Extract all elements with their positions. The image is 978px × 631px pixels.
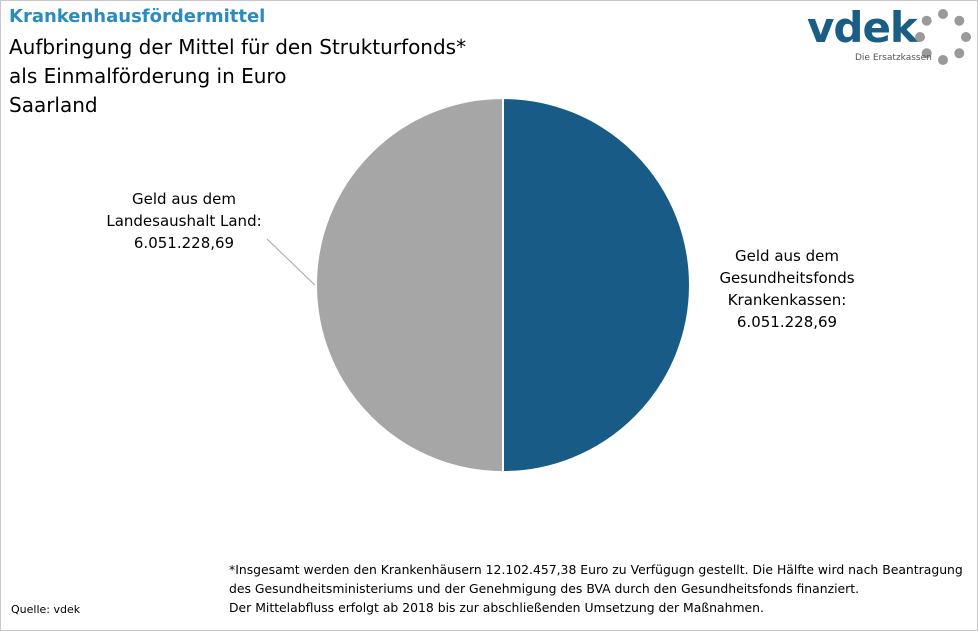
slice-value-label: 6.051.228,69 [736, 313, 838, 331]
ring-of-dots-icon [915, 9, 971, 65]
slice-label-gesundheitsfonds: Geld aus dem Gesundheitsfonds Krankenkas… [692, 245, 882, 333]
slice-label-line: Gesundheitsfonds [719, 269, 855, 287]
footnote-line: *Insgesamt werden den Krankenhäusern 12.… [229, 562, 963, 577]
slice-label-line: Geld aus dem [735, 247, 839, 265]
title-line-2: als Einmalförderung in Euro [9, 64, 287, 88]
footnote-line: Der Mittelabfluss erfolgt ab 2018 bis zu… [229, 600, 764, 615]
slice-value-label: 6.051.228,69 [133, 234, 235, 252]
slice-label-line: Landesaushalt Land: [106, 212, 262, 230]
slice-label-line: Geld aus dem [132, 190, 236, 208]
footnote: *Insgesamt werden den Krankenhäusern 12.… [229, 560, 963, 617]
leader-line-landeshaushalt [266, 238, 320, 290]
logo-tagline: Die Ersatzkassen [855, 53, 932, 63]
vdek-logo: vdek Die Ersatzkassen [807, 3, 971, 69]
source-note: Quelle: vdek [11, 603, 81, 616]
pie-slice-landeshaushalt [315, 96, 504, 474]
pie-slice-gesundheitsfonds [502, 96, 691, 474]
title-line-3: Saarland [9, 93, 98, 117]
footnote-line: des Gesundheitsministeriums und der Gene… [229, 581, 860, 596]
title-line-1: Aufbringung der Mittel für den Strukturf… [9, 35, 467, 59]
kicker-title: Krankenhausfördermittel [9, 6, 266, 27]
slice-label-line: Krankenkassen: [727, 291, 847, 309]
slice-label-landeshaushalt: Geld aus dem Landesaushalt Land: 6.051.2… [94, 188, 274, 254]
logo-wordmark: vdek [807, 3, 918, 52]
